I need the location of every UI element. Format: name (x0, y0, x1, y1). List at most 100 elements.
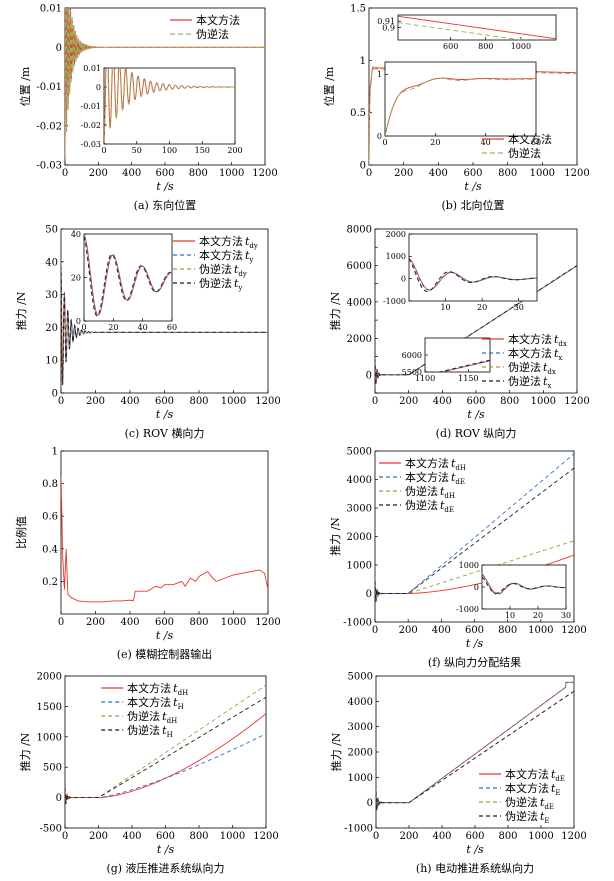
y-tick-label: 50 (45, 225, 58, 236)
x-tick-label: 800 (189, 831, 208, 842)
y-tick-label: -1000 (343, 618, 372, 629)
series-group-a-inset0-inset0 (104, 68, 235, 143)
y-axis-label: 推力 /N (14, 291, 28, 330)
y-tick-label: 1 (52, 447, 58, 458)
x-tick-label: 40 (138, 323, 148, 332)
y-tick-label: 20 (45, 323, 58, 334)
series-line-伪逆法 (398, 22, 525, 40)
y-tick-label: 0.5 (350, 108, 366, 119)
series-group-g-main (65, 684, 266, 805)
series-group-b-inset0-inset0 (398, 15, 556, 40)
x-tick-label: 1200 (564, 168, 589, 179)
y-tick-label: 0 (366, 370, 372, 381)
x-tick-label: 100 (162, 146, 177, 155)
panel-caption: (g) 液压推进系统纵向力 (106, 861, 224, 875)
legend-entry: 伪逆法 tdH (405, 484, 455, 500)
series-line-本文方法-dE (375, 453, 574, 604)
x-tick-label: 200 (89, 831, 108, 842)
y-tick-label: 40 (45, 257, 58, 268)
y-tick-label: 1000 (459, 561, 479, 570)
x-tick-label: 600 (155, 168, 174, 179)
y-tick-label: 1000 (386, 252, 406, 261)
x-tick-label: 0 (62, 168, 68, 179)
x-tick-label: 1200 (564, 396, 589, 407)
x-tick-label: 400 (429, 168, 448, 179)
plot-frame (424, 337, 491, 373)
legend-entry: 本文方法 tH (127, 695, 184, 711)
y-tick-label: -0.02 (80, 121, 101, 130)
x-tick-label: 400 (432, 625, 451, 636)
plot-frame (64, 675, 267, 829)
y-tick-label: -0.01 (80, 102, 101, 111)
x-tick-label: 60 (167, 323, 177, 332)
series-line-伪逆法-x (409, 258, 537, 292)
chart-g-axes: 0 200 400 600 800 1000 1200-500050010001500200… (37, 672, 279, 843)
y-tick-label: 0.6 (42, 512, 58, 523)
y-tick-label: 0 (56, 793, 62, 804)
y-tick-label: 0 (360, 161, 366, 172)
y-tick-label: 0.8 (42, 479, 58, 490)
y-tick-label: 2000 (347, 334, 372, 345)
legend-entry: 本文方法 ty (199, 248, 253, 264)
x-tick-label: 40 (481, 138, 491, 147)
legend-entry: 本文方法 (508, 132, 552, 146)
y-axis-label: 位置 /m (18, 66, 32, 106)
x-tick-label: 200 (394, 168, 413, 179)
y-tick-label: 6000 (402, 351, 422, 360)
x-tick-label: 20 (108, 323, 118, 332)
y-axis-label: 推力 /N (328, 291, 342, 330)
x-tick-label: 600 (465, 831, 484, 842)
legend-entry: 伪逆法 ty (199, 276, 242, 292)
legend-entry: 本文方法 tE (505, 781, 561, 797)
y-tick-label: 10 (45, 356, 58, 367)
series-line-伪逆法-x (375, 265, 577, 386)
inset-d-inset1-axes: 1100 1150 5500 6000 (402, 337, 491, 383)
y-tick-label: 500 (43, 763, 62, 774)
x-tick-label: 1100 (415, 374, 435, 383)
y-tick-label: -0.01 (36, 82, 62, 93)
y-tick-label: -1000 (456, 605, 479, 614)
chart-h-axes: 0 200 400 600 800 1000 1200-100001000200030004… (344, 672, 587, 843)
plot-frame (83, 233, 173, 322)
x-tick-label: 0 (372, 396, 378, 407)
series-line-伪逆法 (385, 77, 536, 136)
x-tick-label: 0 (81, 323, 86, 332)
legend-entry: 伪逆法 (196, 27, 229, 41)
plot-frame (384, 61, 537, 137)
x-tick-label: 0 (58, 617, 64, 628)
y-tick-label: 0 (52, 389, 58, 400)
legend-entry: 伪逆法 tdx (508, 360, 556, 376)
x-tick-label: 20 (533, 611, 543, 620)
y-tick-label: 0.4 (42, 544, 58, 555)
x-tick-label: 800 (189, 168, 208, 179)
x-tick-label: 600 (466, 396, 485, 407)
series-group-a-main (65, 8, 265, 162)
y-tick-label: 5000 (348, 672, 373, 683)
series-group-d-main (375, 265, 577, 386)
x-tick-label: 800 (189, 617, 208, 628)
y-tick-label: 0.01 (40, 4, 62, 15)
y-tick-label: 40 (71, 230, 81, 239)
y-tick-label: 30 (45, 290, 58, 301)
x-tick-label: 1000 (511, 42, 531, 51)
y-tick-label: 0 (56, 43, 62, 54)
y-tick-label: 1000 (347, 561, 372, 572)
x-tick-label: 200 (399, 396, 418, 407)
series-group-e-main (61, 475, 268, 603)
x-tick-label: 1000 (221, 617, 246, 628)
legend-entry: 伪逆法 tdy (199, 262, 247, 278)
series-line-比例值 (61, 475, 268, 603)
series-line-本文方法 (104, 68, 235, 143)
series-group-f-inset0-inset0 (482, 573, 566, 595)
y-tick-label: 0.91 (377, 17, 395, 26)
x-tick-label: 150 (195, 146, 210, 155)
inset-c-inset0-axes: 0 20 40 60 0 20 40 (71, 230, 177, 332)
x-tick-label: 600 (155, 396, 174, 407)
